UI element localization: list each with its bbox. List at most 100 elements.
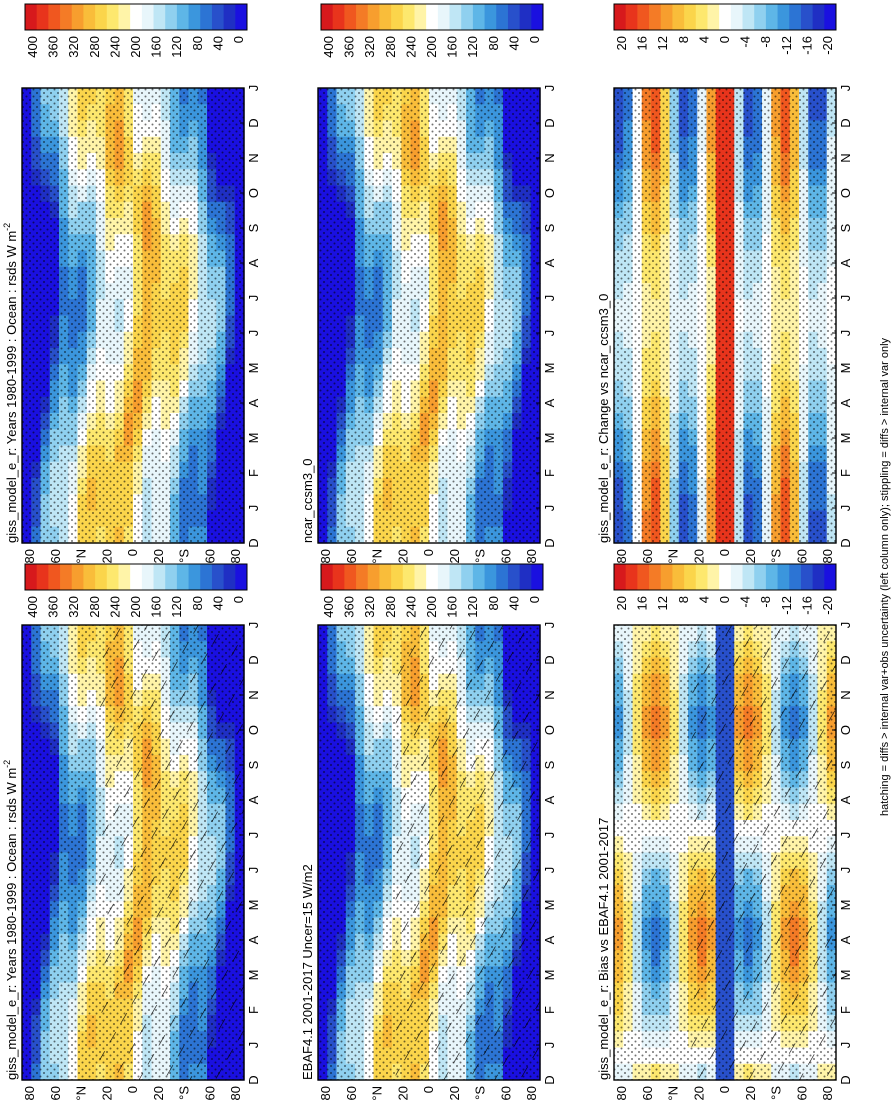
colorbar-swatch	[789, 4, 802, 30]
lat-tick-label: °N	[370, 1086, 385, 1101]
colorbar-swatch	[742, 4, 755, 30]
colorbar-tick-label: 40	[210, 596, 225, 610]
lat-tick-label: 60	[344, 549, 359, 563]
lat-tick-label: 20	[691, 1086, 706, 1100]
panel-frame	[613, 87, 837, 544]
month-tick-label: J	[246, 85, 261, 92]
month-tick-label: D	[246, 118, 261, 127]
panel-frame	[21, 87, 245, 544]
colorbar: 20 16 12 8 4 0 -4 -8 -12 -16 -20	[613, 3, 837, 55]
lat-tick-label: 60	[344, 1086, 359, 1100]
colorbar-swatch	[719, 4, 732, 30]
colorbar-frame	[24, 563, 248, 591]
colorbar-tick-label: 20	[614, 596, 629, 610]
colorbar-swatch	[106, 564, 119, 590]
colorbar-swatch	[742, 564, 755, 590]
colorbar-swatch	[531, 4, 544, 30]
colorbar-swatch	[614, 564, 627, 590]
month-tick-label: F	[246, 1006, 261, 1014]
month-tick-label: D	[542, 538, 557, 547]
panel-title: EBAF4.1 2001-2017 Uncer=15 W/m2	[300, 864, 315, 1080]
colorbar-tick-label: 16	[635, 36, 650, 50]
colorbar-swatch	[695, 564, 708, 590]
colorbar-frame	[320, 563, 544, 591]
month-tick-label: M	[838, 433, 853, 444]
colorbar-swatch	[235, 564, 248, 590]
colorbar-tick-label: 8	[676, 36, 691, 43]
colorbar-swatch	[461, 564, 474, 590]
lat-tick-label: 20	[151, 1086, 166, 1100]
colorbar-tick-label: -16	[799, 596, 814, 615]
lat-tick-label: 60	[498, 549, 513, 563]
colorbar-swatch	[625, 564, 638, 590]
lat-tick-label: 20	[395, 549, 410, 563]
lat-tick-label: 20	[743, 1086, 758, 1100]
colorbar-swatch	[695, 4, 708, 30]
colorbar-tick-label: 240	[403, 36, 418, 58]
colorbar-swatch	[812, 564, 825, 590]
colorbar-tick-label: 320	[362, 36, 377, 58]
month-tick-label: N	[246, 153, 261, 162]
colorbar-swatch	[118, 564, 131, 590]
colorbar-swatch	[200, 4, 213, 30]
month-tick-label: M	[246, 970, 261, 981]
colorbar-tick-label: 360	[46, 36, 61, 58]
month-tick-label: O	[838, 725, 853, 735]
colorbar-swatch	[449, 564, 462, 590]
month-tick-label: J	[246, 867, 261, 874]
month-tick-label: J	[542, 832, 557, 839]
month-tick-label: J	[542, 330, 557, 337]
lat-tick-label: °N	[666, 1086, 681, 1101]
month-tick-label: F	[838, 1006, 853, 1014]
month-tick-label: J	[838, 1042, 853, 1049]
lat-tick-label: 20	[99, 1086, 114, 1100]
colorbar-swatch	[660, 564, 673, 590]
month-tick-label: S	[838, 760, 853, 769]
colorbar-tick-label: 80	[190, 36, 205, 50]
colorbar: 400 360 320 280 240 200 160 120 80 40 0	[320, 3, 544, 58]
colorbar-tick-label: 160	[149, 596, 164, 618]
month-tick-label: J	[838, 85, 853, 92]
colorbar-swatch	[707, 564, 720, 590]
month-tick-label: J	[542, 1042, 557, 1049]
colorbar-swatch	[437, 4, 451, 30]
colorbar-tick-label: 80	[486, 596, 501, 610]
month-tick-label: O	[246, 188, 261, 198]
month-tick-label: M	[542, 363, 557, 374]
month-tick-label: M	[542, 433, 557, 444]
colorbar-swatch	[344, 4, 357, 30]
colorbar-tick-label: 400	[321, 596, 336, 618]
colorbar-swatch	[719, 564, 732, 590]
colorbar-swatch	[367, 4, 380, 30]
colorbar-swatch	[507, 564, 521, 590]
colorbar-tick-label: 12	[655, 596, 670, 610]
colorbar-swatch	[48, 4, 61, 30]
colorbar-tick-label: -20	[820, 596, 835, 615]
colorbar-frame	[320, 3, 544, 31]
colorbar-swatch	[106, 4, 119, 30]
colorbar-swatch	[153, 4, 166, 30]
lat-tick-label: 20	[743, 549, 758, 563]
month-tick-label: F	[542, 469, 557, 477]
lat-tick-label: 80	[820, 549, 835, 563]
lat-tick-label: 20	[99, 549, 114, 563]
lat-tick-label: 60	[794, 1086, 809, 1100]
footnote: hatching = diffs > internal var+obs unce…	[879, 337, 891, 816]
colorbar-tick-label: 200	[128, 596, 143, 618]
colorbar-swatch	[649, 564, 662, 590]
month-tick-label: J	[838, 330, 853, 337]
lat-tick-label: 80	[318, 1086, 333, 1100]
month-tick-label: A	[838, 795, 853, 804]
lat-tick-label: 80	[22, 1086, 37, 1100]
month-tick-label: N	[838, 153, 853, 162]
month-tick-label: M	[838, 970, 853, 981]
month-tick-label: N	[542, 690, 557, 699]
colorbar: 400 360 320 280 240 200 160 120 80 40 0	[320, 563, 544, 618]
colorbar-swatch	[449, 4, 462, 30]
colorbar-swatch	[426, 4, 439, 30]
lat-tick-label: °S	[769, 549, 784, 563]
